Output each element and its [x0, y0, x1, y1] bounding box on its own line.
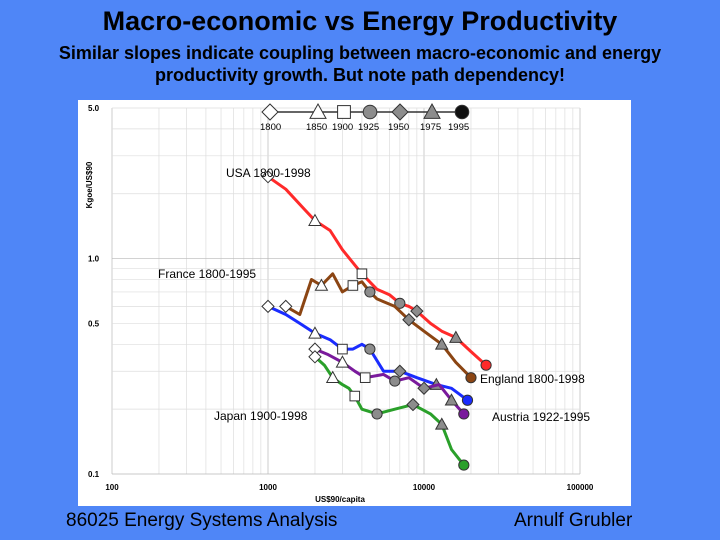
x-tick-label: 1000 — [259, 483, 277, 492]
legend-entry: 1975 — [420, 122, 441, 133]
x-tick-label: 10000 — [413, 483, 436, 492]
marker — [458, 459, 470, 471]
marker — [461, 394, 474, 406]
slide-subtitle: Similar slopes indicate coupling between… — [20, 42, 700, 86]
series-label: USA 1800-1998 — [226, 166, 311, 180]
marker — [364, 343, 376, 355]
marker — [417, 381, 431, 395]
marker — [465, 372, 477, 384]
legend-entry: 1800 — [260, 122, 281, 133]
marker — [480, 359, 492, 371]
marker — [314, 278, 329, 291]
marker — [389, 375, 401, 387]
marker — [371, 408, 383, 420]
marker — [394, 297, 406, 309]
marker — [356, 268, 368, 280]
marker — [309, 102, 327, 119]
marker — [308, 213, 322, 226]
series-label: Japan 1900-1998 — [214, 409, 308, 423]
series-label: Austria 1922-1995 — [492, 410, 590, 424]
marker — [337, 343, 348, 355]
course-name: 86025 Energy Systems Analysis — [66, 510, 338, 531]
series-labels: USA 1800-1998 England 1800-1998 France 180… — [158, 166, 590, 424]
marker — [391, 103, 409, 121]
marker — [261, 169, 275, 184]
slide-title: Macro-economic vs Energy Productivity — [102, 6, 618, 36]
marker — [402, 313, 416, 327]
subtitle-line-1: Similar slopes indicate coupling between… — [58, 43, 662, 63]
marker — [261, 299, 275, 314]
legend-entry: 1925 — [358, 122, 379, 133]
marker — [444, 393, 459, 406]
marker — [458, 408, 470, 420]
marker — [410, 304, 424, 318]
series-group — [261, 169, 492, 471]
x-axis-label: US$90/capita — [315, 495, 365, 504]
marker — [423, 102, 441, 119]
marker — [454, 104, 470, 120]
y-tick-label: 1.0 — [88, 255, 100, 264]
series-line — [267, 175, 488, 367]
marker — [406, 397, 420, 412]
series-label: France 1800-1995 — [158, 267, 256, 281]
marker — [393, 364, 407, 378]
legend-entry: 1900 — [332, 122, 353, 133]
series-line — [267, 305, 469, 402]
legend-entry: 1950 — [388, 122, 409, 133]
marker — [362, 104, 378, 120]
marker — [434, 417, 449, 430]
marker — [364, 286, 376, 298]
author-name: Arnulf Grubler — [514, 510, 633, 531]
marker — [261, 103, 279, 121]
y-tick-label: 0.1 — [88, 470, 100, 479]
marker — [308, 350, 322, 364]
subtitle-line-2: productivity growth. But note path depen… — [154, 65, 565, 85]
marker — [347, 280, 359, 291]
legend-entry: 1995 — [448, 122, 469, 133]
series-label: England 1800-1998 — [480, 372, 585, 386]
x-tick-label: 100 — [105, 483, 119, 492]
chart-background — [78, 100, 631, 506]
legend-entry: 1850 — [306, 122, 327, 133]
x-tick-label: 100000 — [567, 483, 594, 492]
series-line — [285, 272, 473, 379]
marker — [325, 370, 340, 383]
marker — [335, 355, 350, 368]
marker — [279, 299, 293, 314]
marker — [308, 326, 322, 339]
marker — [349, 390, 361, 402]
marker — [448, 330, 463, 343]
y-tick-label: 5.0 — [88, 104, 100, 113]
marker — [359, 372, 371, 383]
y-tick-label: 0.5 — [88, 319, 100, 328]
legend: 1800 1850 1900 1925 1950 1975 1995 — [260, 102, 470, 133]
marker — [434, 337, 449, 350]
y-axis-label: Kgoe/US$90 — [85, 161, 94, 208]
marker — [337, 105, 351, 119]
tick-labels: 100 1000 10000 100000 5.0 1.0 0.5 0.1 — [88, 104, 594, 492]
